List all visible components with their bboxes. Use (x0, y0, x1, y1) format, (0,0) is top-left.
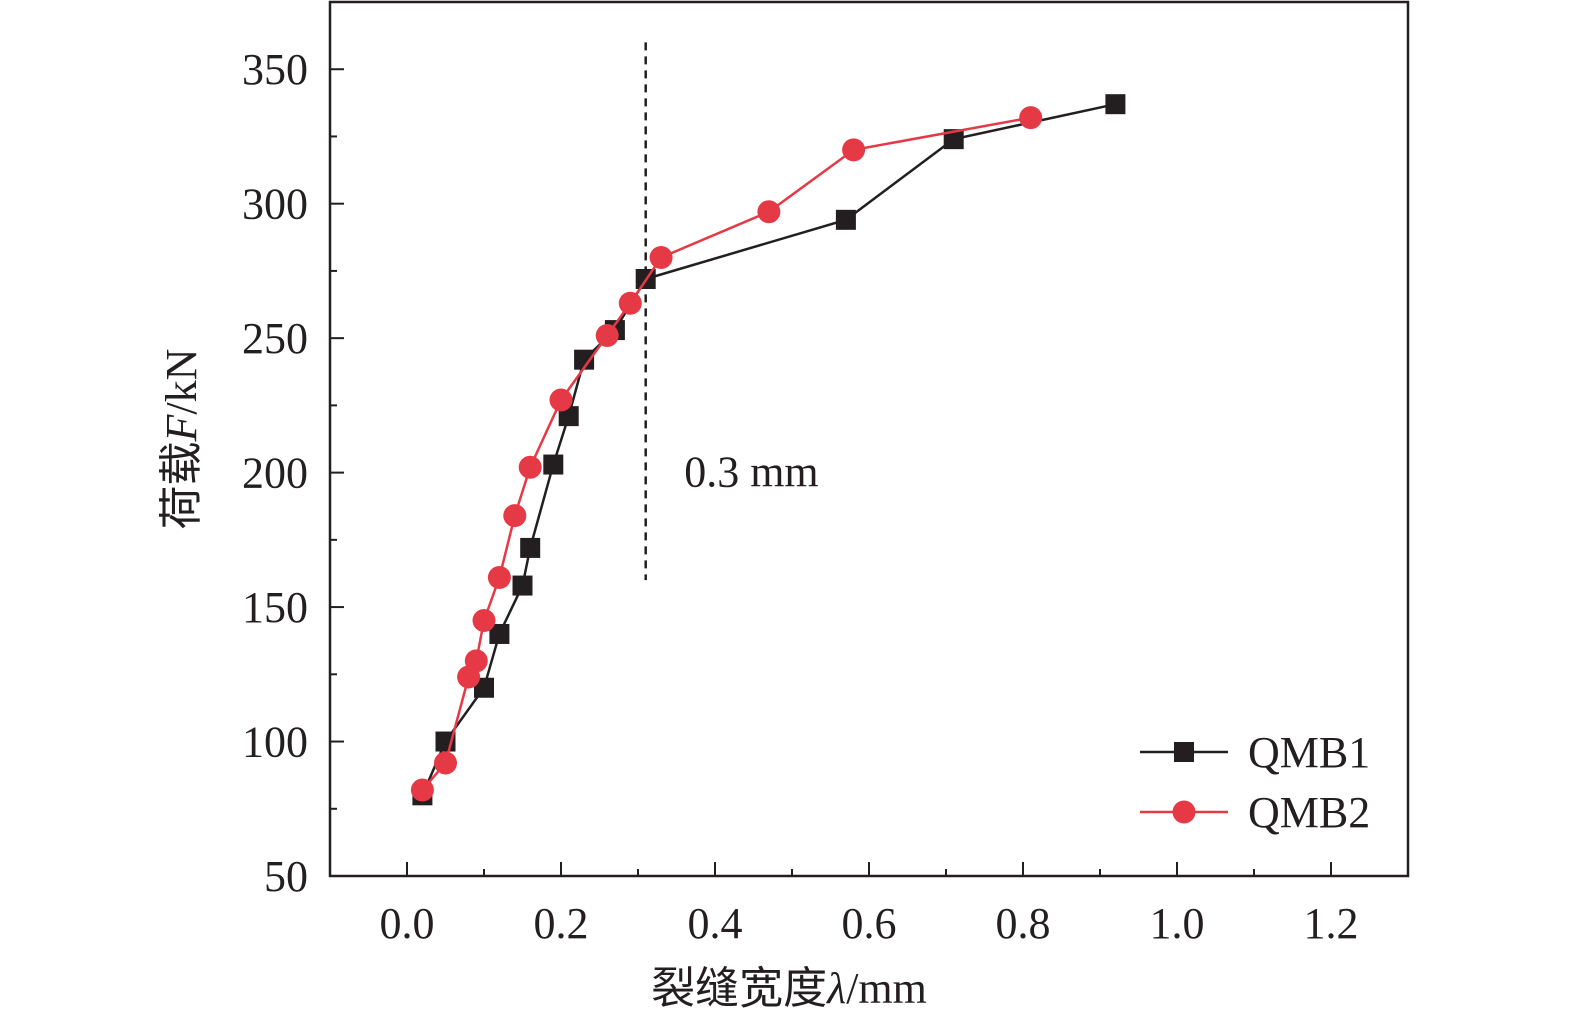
x-tick-label: 0.2 (534, 899, 589, 948)
legend: QMB1 QMB2 (1140, 728, 1370, 837)
plot-frame (328, 0, 1410, 878)
circle-point (549, 388, 573, 412)
circle-point (472, 609, 496, 633)
y-axis-title-prefix: 荷载 (157, 441, 206, 529)
circle-point (842, 138, 866, 162)
x-tick-label: 1.2 (1304, 899, 1359, 948)
x-axis: 0.0 0.2 0.4 0.6 0.8 1.0 1.2 (380, 862, 1359, 948)
x-tick-label: 0.0 (380, 899, 435, 948)
x-tick-label: 0.6 (842, 899, 897, 948)
square-point (474, 677, 494, 698)
circle-point (757, 200, 781, 224)
x-tick-label: 1.0 (1150, 899, 1205, 948)
circle-point (410, 778, 434, 802)
y-tick-label: 50 (264, 852, 308, 901)
square-point (1105, 94, 1126, 115)
legend-label-qmb1: QMB1 (1248, 728, 1370, 777)
y-axis-title: 荷载F/kN (157, 349, 206, 530)
series-qmb2 (410, 106, 1043, 802)
annotation-0-3mm: 0.3 mm (684, 448, 818, 497)
y-tick-label: 300 (242, 180, 308, 229)
legend-label-qmb2: QMB2 (1248, 788, 1370, 837)
y-axis-title-suffix: /kN (157, 349, 206, 415)
y-axis: 50 100 150 200 250 300 350 (242, 45, 344, 901)
y-tick-label: 100 (242, 718, 308, 767)
circle-point (434, 751, 457, 775)
circle-point (595, 323, 619, 347)
circle-point (649, 245, 673, 269)
x-axis-title: 裂缝宽度λ/mm (651, 964, 927, 1013)
y-axis-title-symbol: F (157, 413, 206, 442)
y-tick-label: 200 (242, 449, 308, 498)
square-point (574, 349, 595, 370)
x-tick-label: 0.4 (688, 899, 743, 948)
square-point (943, 129, 964, 150)
circle-point (618, 291, 642, 315)
y-tick-label: 150 (242, 583, 308, 632)
x-tick-label: 0.8 (996, 899, 1051, 948)
circle-point (503, 504, 527, 528)
y-tick-label: 350 (242, 45, 308, 94)
plot-border (328, 0, 1410, 878)
square-point (835, 209, 856, 230)
circle-point (518, 455, 542, 479)
x-axis-title-symbol: λ (825, 964, 846, 1013)
x-axis-title-prefix: 裂缝宽度 (651, 964, 827, 1013)
square-point (520, 537, 541, 558)
circle-point (487, 565, 511, 589)
legend-marker-qmb2 (1172, 800, 1196, 824)
x-axis-title-suffix: /mm (846, 964, 927, 1013)
y-tick-label: 250 (242, 314, 308, 363)
square-point (512, 575, 533, 596)
circle-point (1019, 106, 1043, 130)
legend-marker-qmb1 (1174, 742, 1194, 762)
square-point (489, 623, 510, 644)
circle-point (464, 649, 488, 673)
square-point (543, 454, 564, 475)
series-layer (410, 94, 1126, 806)
